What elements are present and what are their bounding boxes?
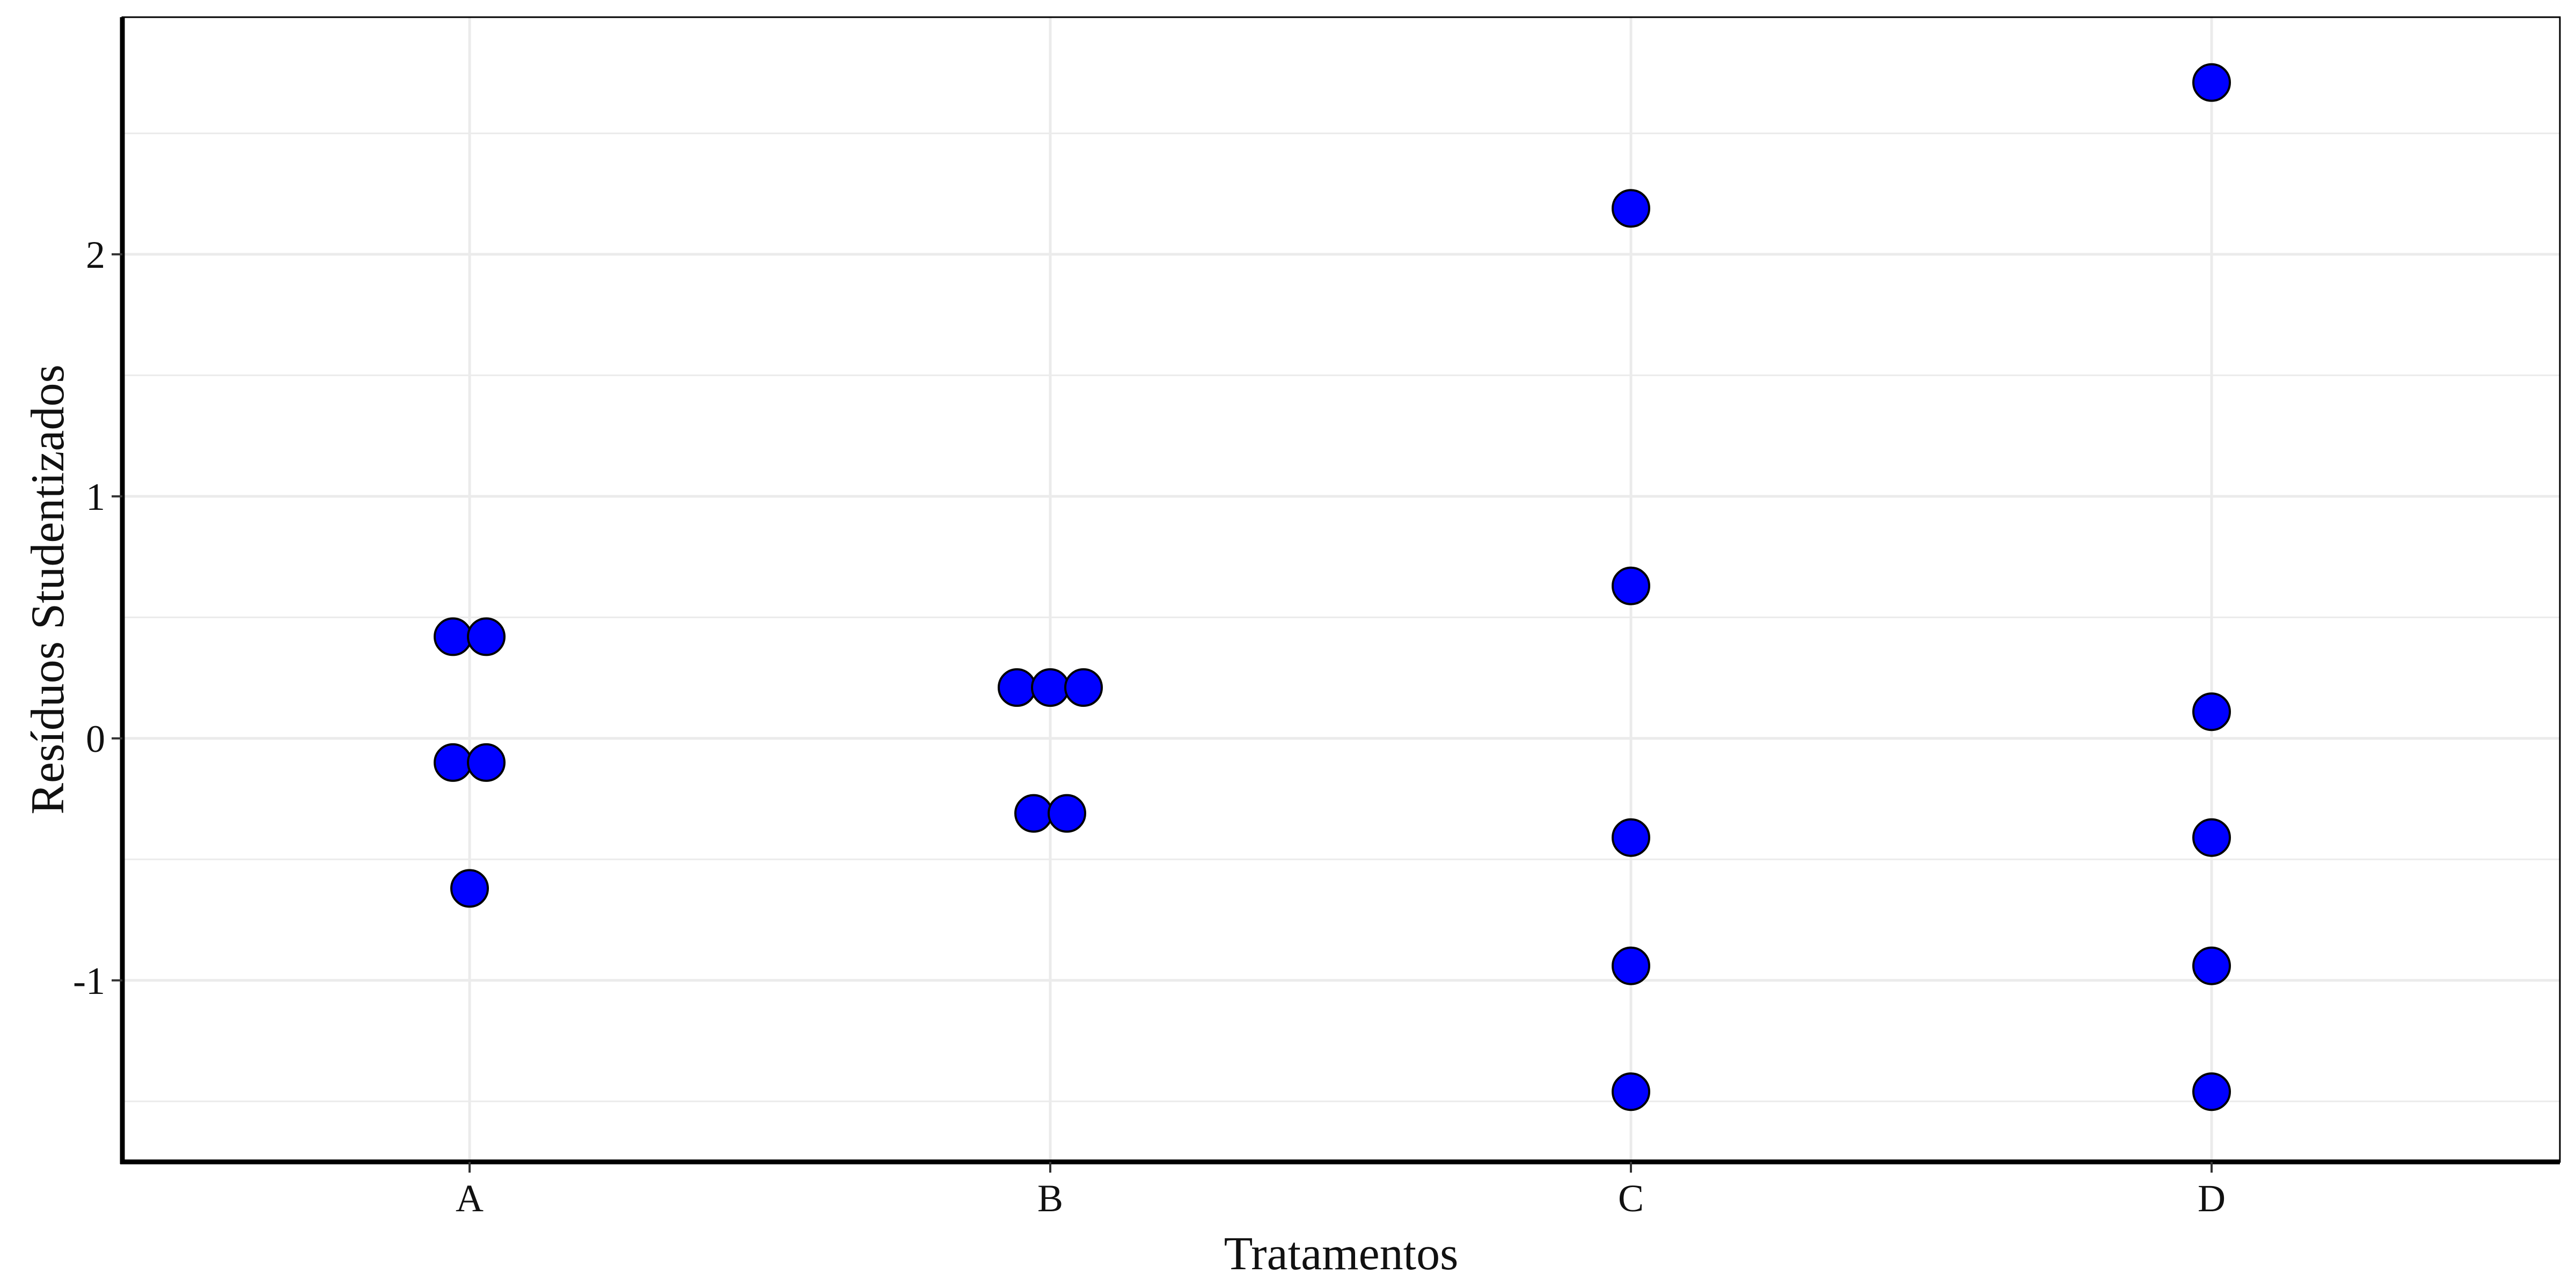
data-point <box>1014 794 1053 833</box>
data-point <box>1612 1072 1650 1111</box>
y-tick-label: 0 <box>86 718 105 760</box>
data-point <box>1612 946 1650 985</box>
x-tick-label: C <box>1618 1177 1644 1220</box>
y-tick-label: -1 <box>73 960 105 1002</box>
x-tick-label: D <box>2198 1177 2226 1220</box>
axis-ticks: -1 0 1 2 A B C D <box>73 233 2226 1220</box>
data-point <box>467 617 506 656</box>
x-tick-label: B <box>1037 1177 1063 1220</box>
data-point <box>450 869 489 908</box>
minor-gridlines <box>122 132 2560 1102</box>
y-tick-label: 2 <box>86 233 105 276</box>
data-point <box>2192 692 2231 731</box>
data-point <box>1031 668 1070 707</box>
data-point <box>467 743 506 782</box>
data-point <box>2192 1072 2231 1111</box>
data-point <box>434 617 472 656</box>
data-point <box>1612 189 1650 228</box>
data-point <box>434 743 472 782</box>
x-axis-title: Tratamentos <box>1224 1228 1459 1280</box>
data-point <box>1048 794 1086 833</box>
x-tick-label: A <box>456 1177 484 1220</box>
data-point <box>1612 566 1650 605</box>
data-point <box>2192 946 2231 985</box>
data-point <box>2192 818 2231 857</box>
data-point <box>998 668 1036 707</box>
data-point <box>1064 668 1103 707</box>
data-point <box>1612 818 1650 857</box>
data-points <box>434 63 2231 1111</box>
y-tick-label: 1 <box>86 475 105 518</box>
data-point <box>2192 63 2231 102</box>
y-axis-title: Resíduos Studentizados <box>22 364 74 814</box>
